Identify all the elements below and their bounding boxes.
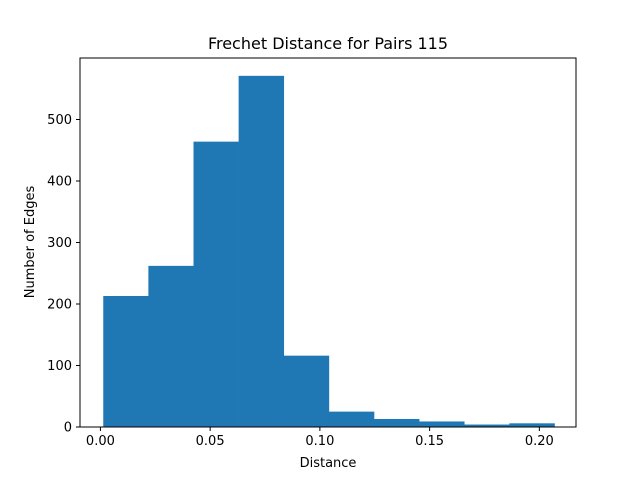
histogram-bar	[509, 423, 555, 427]
y-tick-label: 300	[47, 236, 72, 251]
y-tick-label: 400	[47, 175, 72, 190]
histogram-bar	[103, 296, 149, 427]
y-tick-label: 0	[64, 421, 72, 436]
x-tick-label: 0.00	[86, 434, 115, 449]
x-tick-label: 0.15	[415, 434, 444, 449]
histogram-bar	[374, 419, 420, 427]
y-tick-label: 200	[47, 298, 72, 313]
histogram-bar	[193, 141, 239, 427]
y-axis-label: Number of Edges	[23, 186, 38, 299]
chart-title: Frechet Distance for Pairs 115	[208, 34, 448, 53]
x-tick-label: 0.20	[525, 434, 554, 449]
x-axis: 0.00 0.05 0.10 0.15 0.20	[86, 427, 554, 449]
histogram-bar	[283, 355, 330, 427]
x-tick-label: 0.10	[305, 434, 334, 449]
y-axis: 0 100 200 300 400 500	[47, 113, 80, 436]
histogram-bar	[464, 424, 510, 427]
y-tick-label: 100	[47, 359, 72, 374]
histogram-bar	[419, 421, 465, 427]
bars-group	[103, 75, 555, 428]
histogram-bar	[238, 75, 285, 428]
x-tick-label: 0.05	[196, 434, 225, 449]
histogram-bar	[328, 411, 375, 427]
histogram-bar	[148, 265, 194, 427]
x-axis-label: Distance	[300, 456, 357, 471]
y-tick-label: 500	[47, 113, 72, 128]
